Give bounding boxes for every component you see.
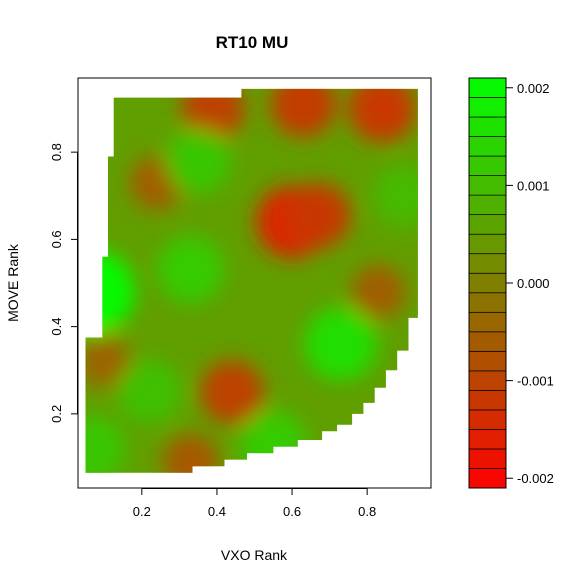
colorbar-segment: [468, 311, 507, 333]
colorbar-segment: [468, 350, 507, 372]
x-tick-label: 0.2: [133, 504, 151, 519]
colorbar-segment: [468, 468, 507, 489]
chart-title: RT10 MU: [216, 33, 289, 52]
heatmap-hotspot: [85, 335, 131, 388]
y-tick-label: 0.2: [49, 405, 64, 423]
heatmap-hotspot: [351, 264, 406, 320]
colorbar-segment: [468, 116, 507, 137]
colorbar-segment: [468, 448, 507, 469]
colorbar-segment: [468, 194, 507, 216]
x-axis-label: VXO Rank: [221, 547, 288, 563]
colorbar-segment: [468, 175, 507, 196]
x-axis: 0.2 0.4 0.6 0.8: [133, 488, 376, 519]
colorbar-segment: [468, 253, 507, 274]
y-axis: 0.2 0.4 0.6 0.8: [49, 143, 78, 423]
colorbar-segment: [468, 409, 507, 430]
colorbar-segment: [468, 155, 507, 176]
y-tick-label: 0.4: [49, 318, 64, 336]
colorbar-segment: [468, 331, 507, 352]
colorbar-segment: [468, 136, 507, 157]
colorbar-segment: [468, 214, 507, 235]
x-tick-label: 0.6: [283, 504, 301, 519]
heatmap-hotspot: [157, 236, 225, 304]
y-axis-label: MOVE Rank: [5, 243, 21, 322]
colorbar-segment: [468, 233, 507, 255]
colorbar-segment: [468, 429, 507, 450]
heatmap-hotspot: [162, 433, 219, 473]
plot-area: [77, 77, 432, 489]
heatmap-hotspot: [165, 128, 231, 194]
heatmap-hotspot: [200, 360, 264, 424]
y-tick-label: 0.6: [49, 230, 64, 248]
colorbar-tick-label: 0.001: [517, 178, 550, 193]
colorbar: 0.002 0.001 0.000 -0.001 -0.002: [468, 77, 554, 489]
y-tick-label: 0.8: [49, 143, 64, 161]
heatmap-hotspot: [373, 164, 418, 227]
heatmap-hotspot: [304, 307, 378, 381]
heatmap-hotspot: [285, 182, 352, 249]
heatmap-hotspot: [85, 415, 126, 473]
colorbar-segment: [468, 292, 507, 313]
colorbar-segment: [468, 390, 507, 411]
heatmap-hotspot: [117, 360, 182, 424]
heatmap-hotspot: [348, 88, 416, 143]
heatmap-hotspot: [270, 88, 337, 137]
colorbar-tick-label: 0.002: [517, 81, 550, 96]
colorbar-segment: [468, 97, 507, 118]
colorbar-segment: [468, 77, 507, 98]
x-tick-label: 0.8: [358, 504, 376, 519]
x-tick-label: 0.4: [208, 504, 226, 519]
colorbar-segment: [468, 272, 507, 294]
colorbar-tick-label: 0.000: [517, 276, 550, 291]
colorbar-tick-label: -0.001: [517, 374, 554, 389]
colorbar-segment: [468, 370, 507, 391]
colorbar-tick-label: -0.002: [517, 471, 554, 486]
